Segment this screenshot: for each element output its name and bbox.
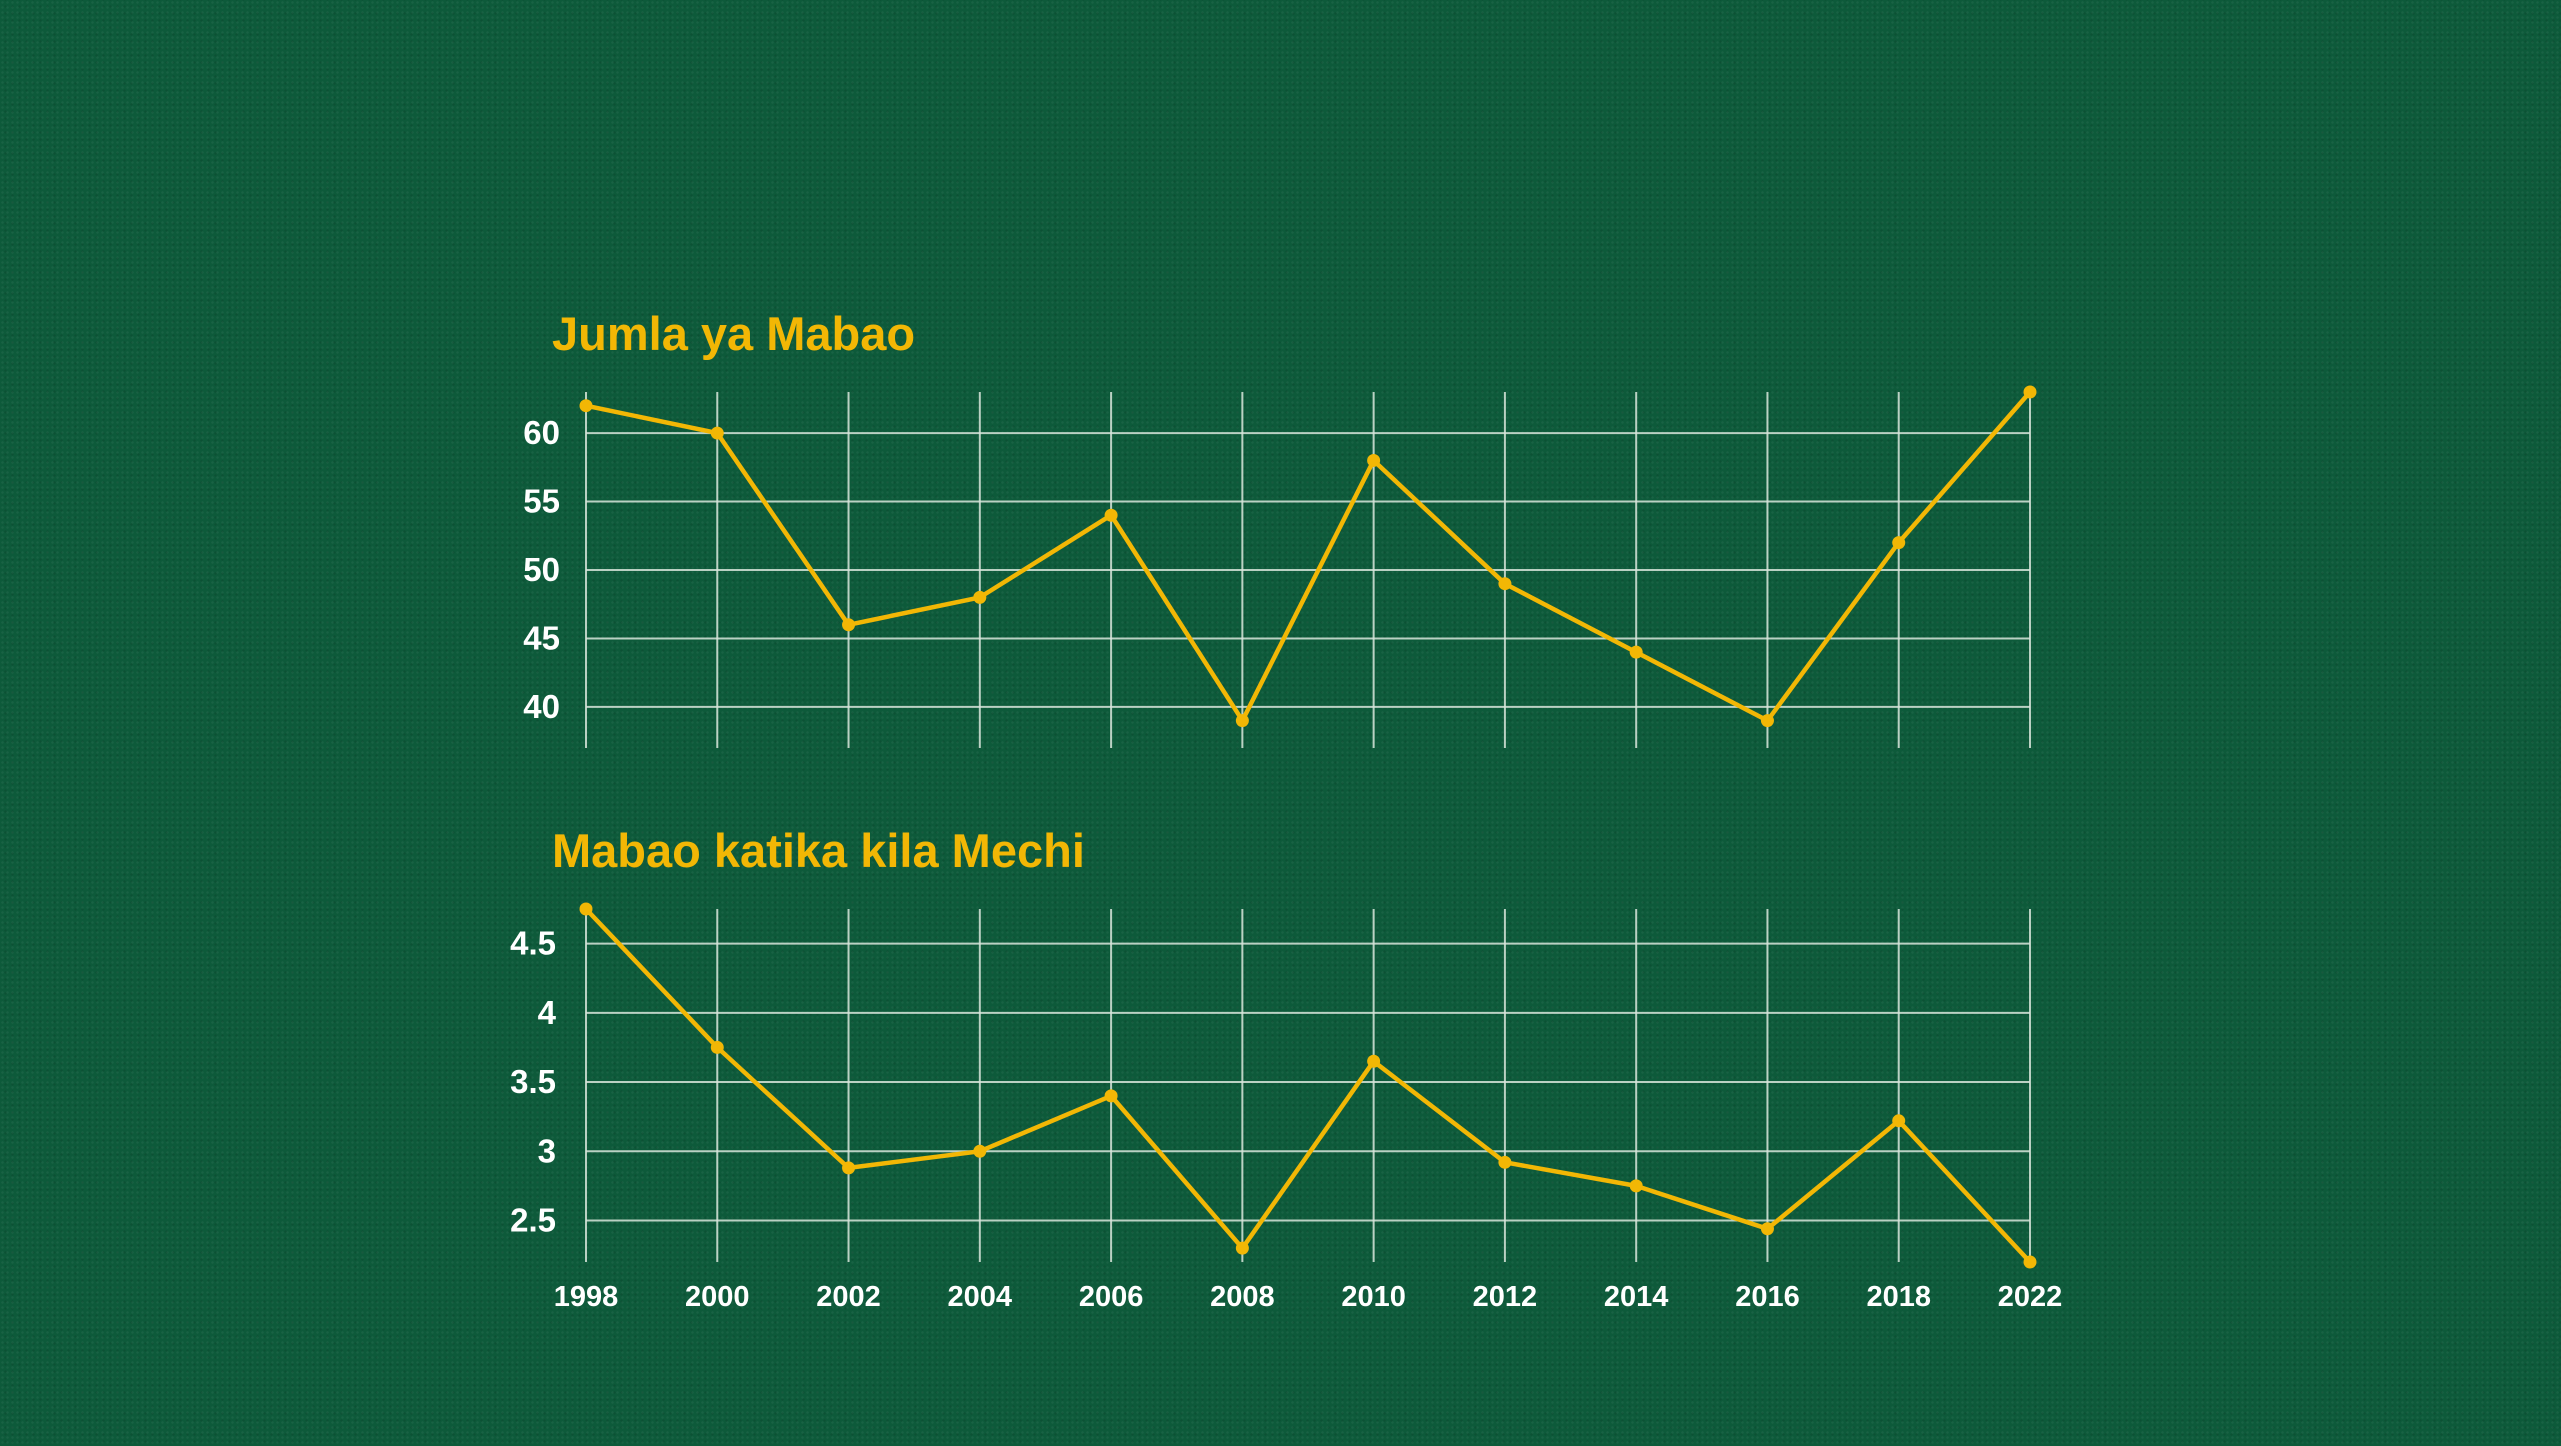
chart2-point-2010 (1367, 1054, 1381, 1068)
chart1-point-2022 (2023, 385, 2037, 399)
chart1-point-2000 (710, 426, 724, 440)
chart1-ytick-label: 45 (523, 619, 560, 656)
chart2-ytick-label: 4.5 (510, 925, 556, 962)
chart1-point-2002 (842, 618, 856, 632)
chart2-ytick-label: 4 (538, 994, 557, 1031)
chart2-point-2018 (1892, 1114, 1906, 1128)
chart2-xtick-label: 2004 (948, 1281, 1013, 1313)
chart1-point-2018 (1892, 536, 1906, 550)
chart2-point-2004 (973, 1144, 987, 1158)
chart2-series-line (583, 906, 2033, 1265)
chart2-xtick-label: 2002 (816, 1281, 881, 1313)
chart2-xtick-label: 1998 (554, 1281, 619, 1313)
chart1-ytick-label: 40 (523, 688, 560, 725)
chart2-xtick-label: 2018 (1866, 1281, 1931, 1313)
chart2-xtick-label: 2010 (1341, 1281, 1406, 1313)
chart2-point-2002 (842, 1161, 856, 1175)
chart2-point-2014 (1629, 1179, 1643, 1193)
chart2-xtick-label: 2016 (1735, 1281, 1800, 1313)
chart1-ytick-label: 50 (523, 551, 560, 588)
chart1-ytick-label: 60 (523, 414, 560, 451)
chart2-xtick-label: 2022 (1998, 1281, 2063, 1313)
chart2-point-2006 (1104, 1089, 1118, 1103)
chart1-point-2016 (1760, 714, 1774, 728)
chart2-ytick-label: 3 (538, 1132, 556, 1169)
chart1-point-2004 (973, 590, 987, 604)
chart2-ytick-label: 2.5 (510, 1201, 556, 1238)
chart1-point-2012 (1498, 577, 1512, 591)
chart1-title: Jumla ya Mabao (552, 307, 915, 360)
chart1-point-1998 (579, 399, 593, 413)
chart2-xtick-label: 2000 (685, 1281, 750, 1313)
chart1-point-2010 (1367, 453, 1381, 467)
chart2-xtick-label: 2008 (1210, 1281, 1275, 1313)
chart1-series-line (583, 389, 2033, 723)
chart1-point-2006 (1104, 508, 1118, 522)
chart1-ytick-label: 55 (523, 483, 560, 520)
chart2-point-2000 (710, 1040, 724, 1054)
chart2-point-2008 (1235, 1241, 1249, 1255)
chart2-xtick-label: 2012 (1473, 1281, 1538, 1313)
chart2-ytick-label: 3.5 (510, 1063, 556, 1100)
chart2-point-2022 (2023, 1255, 2037, 1269)
chart2-title: Mabao katika kila Mechi (552, 824, 1085, 877)
chart2-point-1998 (579, 902, 593, 916)
chart1-point-2014 (1629, 645, 1643, 659)
chart2-xtick-label: 2006 (1079, 1281, 1144, 1313)
chart2-point-2012 (1498, 1155, 1512, 1169)
chart2-point-2016 (1760, 1222, 1774, 1236)
chart1-point-2008 (1235, 714, 1249, 728)
chart2-xtick-label: 2014 (1604, 1281, 1669, 1313)
